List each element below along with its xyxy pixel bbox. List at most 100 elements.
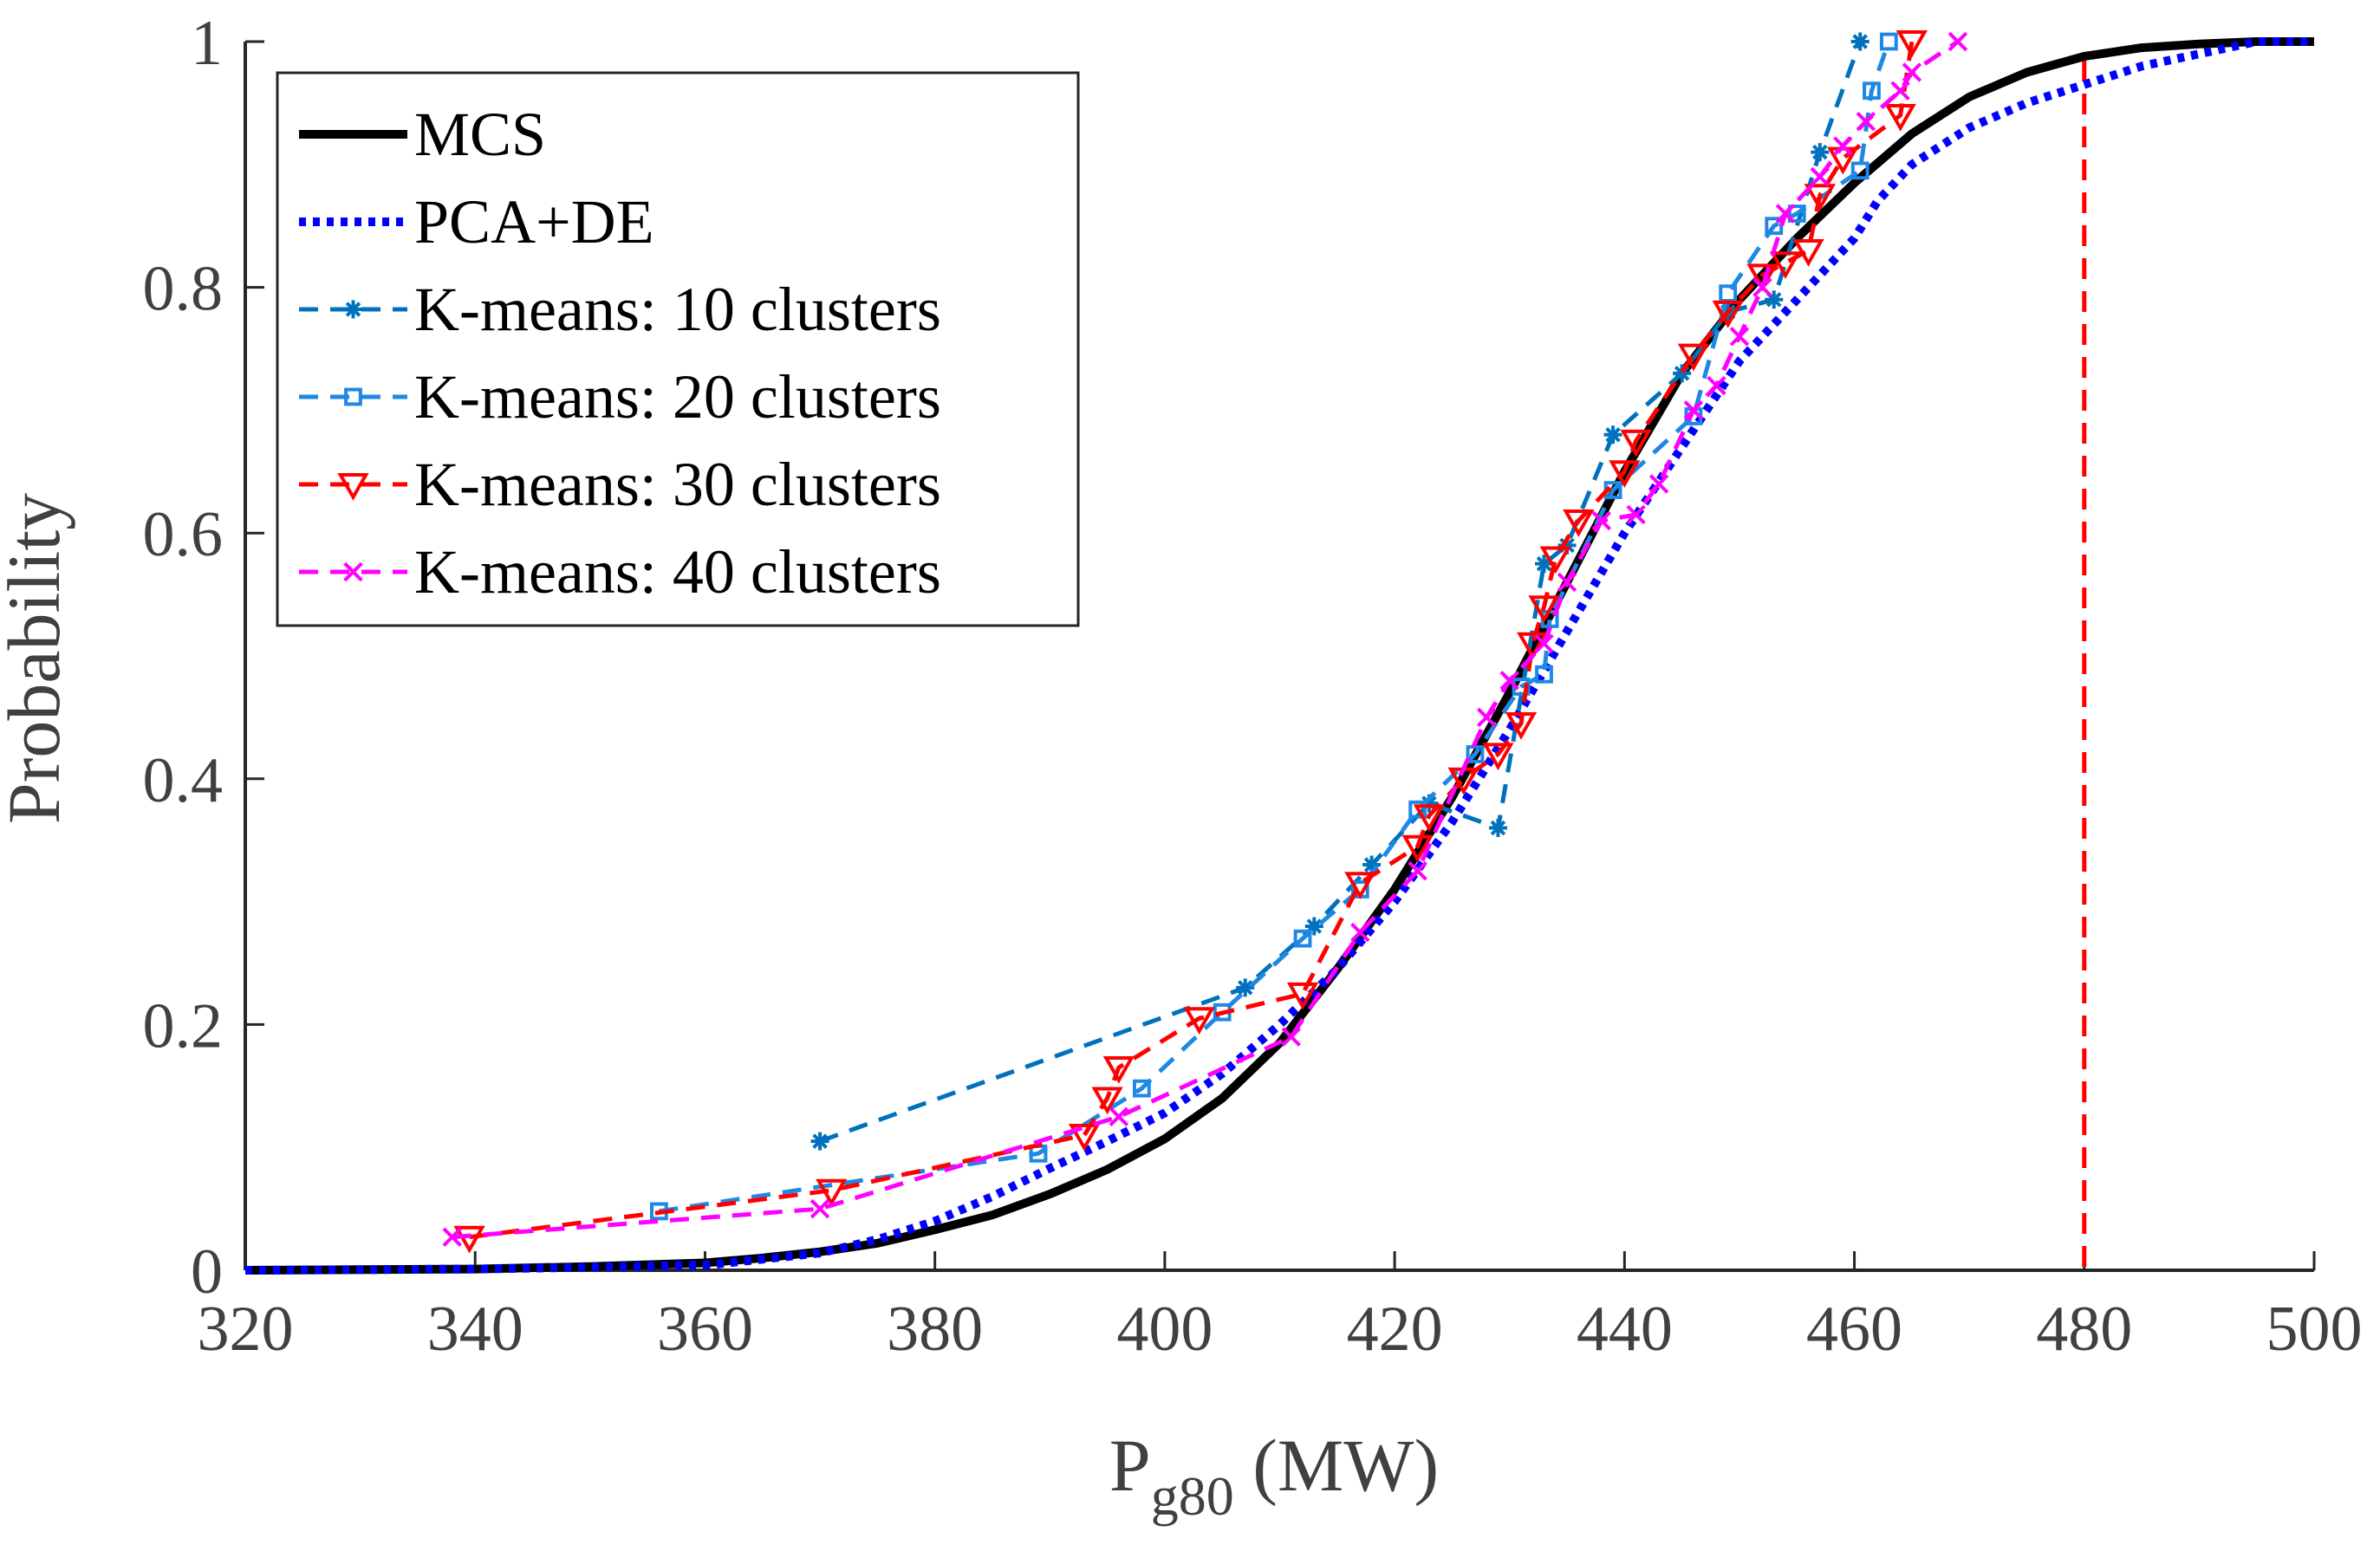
data-point: [1863, 81, 1881, 101]
data-point: [1362, 855, 1382, 874]
data-point: [1183, 1007, 1215, 1035]
legend-box: [276, 71, 1080, 627]
y-tick-label: 0: [191, 1236, 223, 1308]
data-point: [1792, 239, 1824, 267]
data-point: [1707, 375, 1726, 396]
legend: MCS PCA+DE K-means: 10 clusters K-means: 20…: [276, 71, 1080, 627]
legend-marker: [344, 387, 362, 406]
y-axis-label: Probability: [0, 493, 75, 824]
data-point: [1769, 251, 1802, 279]
data-point: [1648, 474, 1669, 494]
legend-label: K-means: 10 clusters: [414, 275, 941, 344]
data-point: [1408, 800, 1427, 819]
data-point: [1344, 872, 1376, 900]
x-tick-label: 340: [427, 1294, 523, 1365]
x-tick-label: 360: [657, 1294, 753, 1365]
legend-marker: [344, 300, 362, 319]
data-point: [1752, 277, 1772, 297]
x-tick-label: 480: [2036, 1294, 2132, 1365]
data-point: [1765, 290, 1784, 309]
data-point: [1517, 632, 1549, 660]
data-point: [1775, 204, 1796, 224]
data-point: [1281, 1027, 1301, 1047]
legend-items: MCS PCA+DE K-means: 10 clusters K-means: 20…: [299, 100, 941, 607]
legend-label: K-means: 40 clusters: [414, 537, 941, 607]
legend-label: PCA+DE: [414, 187, 654, 256]
series-line: [659, 41, 1891, 1214]
x-axis-label: Pg80 (MW): [1109, 1424, 1439, 1527]
x-tick-label: 440: [1577, 1294, 1673, 1365]
data-point: [442, 1227, 462, 1247]
data-point: [1948, 31, 1968, 52]
series-line: [819, 41, 1863, 1144]
data-point: [1488, 819, 1507, 838]
x-tick-label: 320: [198, 1294, 294, 1365]
data-point: [1408, 860, 1427, 881]
data-point: [1413, 804, 1446, 833]
data-point: [1879, 32, 1898, 51]
data-point: [1499, 671, 1519, 691]
x-axis-label-subscript: g80: [1151, 1465, 1234, 1527]
data-point: [1765, 217, 1784, 236]
data-point: [1620, 429, 1652, 458]
data-point: [1626, 504, 1646, 525]
legend-label: K-means: 30 clusters: [414, 450, 941, 519]
data-point: [1804, 184, 1836, 211]
data-point: [1729, 327, 1750, 347]
data-point: [810, 1198, 830, 1219]
series-layer: [244, 29, 2314, 1275]
data-point: [1236, 978, 1255, 997]
legend-item: PCA+DE: [299, 187, 654, 256]
legend-item: K-means: 20 clusters: [299, 362, 941, 432]
data-point: [810, 1132, 829, 1151]
data-point: [1856, 111, 1876, 132]
y-tick-label: 0.4: [143, 745, 224, 816]
data-point: [1896, 29, 1928, 58]
data-point: [1091, 1087, 1123, 1115]
x-axis-label-main: P: [1109, 1424, 1151, 1507]
data-point: [1712, 300, 1744, 328]
data-point: [1350, 922, 1370, 943]
series-5: [442, 31, 1968, 1247]
data-point: [1609, 460, 1641, 489]
series-4: [453, 29, 1928, 1254]
y-tick-label: 0.6: [143, 499, 224, 570]
data-point: [1293, 929, 1312, 948]
data-point: [1890, 81, 1910, 101]
data-point: [1850, 32, 1870, 51]
legend-item: K-means: 40 clusters: [299, 537, 941, 607]
data-point: [1068, 1123, 1101, 1152]
data-point: [1102, 1056, 1135, 1084]
legend-item: K-means: 30 clusters: [299, 450, 941, 519]
legend-item: MCS: [299, 100, 546, 169]
data-point: [1304, 917, 1323, 936]
data-point: [1482, 743, 1514, 771]
data-point: [816, 1178, 848, 1207]
data-point: [1677, 343, 1710, 372]
data-point: [453, 1225, 485, 1254]
data-point: [1557, 572, 1577, 593]
y-tick-label: 0.2: [143, 990, 224, 1061]
x-axis-label-unit: (MW): [1234, 1424, 1439, 1507]
y-tick-label: 0.8: [143, 254, 224, 325]
data-point: [1420, 794, 1439, 813]
data-point: [1591, 510, 1612, 531]
data-point: [1505, 711, 1538, 740]
data-point: [1476, 707, 1497, 728]
data-point: [1132, 1079, 1151, 1098]
data-point: [1109, 1106, 1129, 1126]
x-tick-label: 500: [2266, 1294, 2363, 1365]
data-point: [1286, 982, 1319, 1010]
legend-label: MCS: [414, 100, 546, 169]
data-point: [1811, 143, 1830, 162]
x-tick-label: 460: [1806, 1294, 1902, 1365]
legend-marker: [343, 561, 363, 582]
data-point: [1850, 161, 1870, 180]
data-point: [1810, 166, 1830, 187]
data-point: [1673, 364, 1692, 383]
x-tick-label: 400: [1116, 1294, 1213, 1365]
data-point: [1534, 633, 1554, 654]
x-tick-label: 380: [887, 1294, 983, 1365]
data-point: [1683, 400, 1704, 420]
